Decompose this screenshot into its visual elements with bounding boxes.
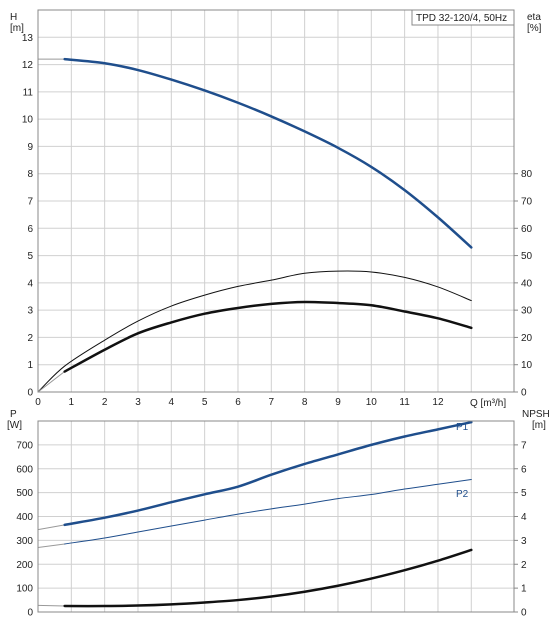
top-chart-ticks: 0 1 2 3 4 5 6 7 8 9 10 11 12012345678910111213010203… <box>22 33 533 408</box>
eta-axis-unit: [%] <box>527 23 542 34</box>
bottom-y-left-tick-200: 200 <box>16 560 33 571</box>
bottom-y-right-tick-0: 0 <box>521 608 527 619</box>
bottom-chart-series <box>37 420 473 608</box>
top-y-right-tick-50: 50 <box>521 251 533 262</box>
top-y-left-tick-11: 11 <box>23 87 34 98</box>
top-y-right-tick-40: 40 <box>521 278 533 289</box>
top-y-right-tick-70: 70 <box>521 197 533 208</box>
top-y-left-tick-4: 4 <box>27 278 33 289</box>
bottom-y-left-tick-0: 0 <box>27 608 33 619</box>
bottom-y-right-tick-2: 2 <box>521 560 527 571</box>
top-x-tick-6: 6 <box>235 397 241 408</box>
npsh-axis-label: NPSH <box>522 409 550 420</box>
head-axis-label: H <box>10 12 17 23</box>
top-y-left-tick-7: 7 <box>27 197 33 208</box>
top-x-tick-1: 1 <box>69 397 75 408</box>
bottom-chart-grid <box>37 421 514 613</box>
series-label-p2: P2 <box>456 489 469 500</box>
top-eta-thick-extension <box>37 371 65 393</box>
top-chart-title-box: TPD 32-120/4, 50Hz <box>411 9 515 26</box>
top-y-right-tick-20: 20 <box>521 333 533 344</box>
power-axis-label: P <box>10 409 17 420</box>
bottom-y-right-tick-7: 7 <box>521 440 527 451</box>
bottom-npsh-curve <box>63 548 473 608</box>
bottom-chart-ticks: 0 100 200 300 400 500 600 700 0 1 2 3 4 5 6 7 <box>16 440 527 618</box>
series-label-p1: P1 <box>456 422 469 433</box>
top-y-left-tick-13: 13 <box>22 33 34 44</box>
top-y-right-tick-80: 80 <box>521 169 533 180</box>
top-y-right-tick-10: 10 <box>521 360 533 371</box>
top-y-left-tick-10: 10 <box>22 115 34 126</box>
top-x-tick-12: 12 <box>432 397 444 408</box>
top-y-right-tick-30: 30 <box>521 306 533 317</box>
top-y-left-tick-8: 8 <box>27 169 33 180</box>
bottom-y-right-tick-3: 3 <box>521 536 527 547</box>
top-chart-series <box>37 57 473 393</box>
top-x-tick-3: 3 <box>135 397 141 408</box>
top-x-tick-8: 8 <box>302 397 308 408</box>
top-chart-grid <box>37 10 514 393</box>
npsh-axis-unit: [m] <box>532 420 546 431</box>
bottom-y-right-tick-5: 5 <box>521 488 527 499</box>
top-head-curve <box>63 57 473 249</box>
chart-title: TPD 32-120/4, 50Hz <box>416 13 507 24</box>
top-x-tick-7: 7 <box>269 397 275 408</box>
top-y-left-tick-0: 0 <box>27 388 33 399</box>
top-y-left-tick-2: 2 <box>27 333 33 344</box>
head-axis-unit: [m] <box>10 23 24 34</box>
top-x-tick-0: 0 <box>35 397 41 408</box>
top-y-right-tick-60: 60 <box>521 224 533 235</box>
bottom-p2-extension <box>37 543 65 549</box>
top-x-tick-2: 2 <box>102 397 108 408</box>
bottom-npsh-extension <box>37 604 65 607</box>
top-y-left-tick-12: 12 <box>22 60 34 71</box>
top-x-tick-5: 5 <box>202 397 208 408</box>
top-x-tick-4: 4 <box>169 397 175 408</box>
top-x-tick-10: 10 <box>366 397 378 408</box>
top-eta-thick-curve <box>63 300 473 373</box>
top-y-right-tick-0: 0 <box>521 388 527 399</box>
bottom-y-left-tick-400: 400 <box>16 512 33 523</box>
top-eta-thin-curve <box>37 270 472 393</box>
flow-axis-label: Q [m³/h] <box>470 398 506 409</box>
bottom-y-right-tick-4: 4 <box>521 512 527 523</box>
bottom-p1-curve <box>63 420 473 527</box>
top-y-left-tick-9: 9 <box>27 142 33 153</box>
power-npsh-chart: 0 100 200 300 400 500 600 700 0 1 2 3 4 5 6 7 P [W] NPS… <box>7 409 550 619</box>
top-y-left-tick-5: 5 <box>27 251 33 262</box>
top-x-tick-9: 9 <box>335 397 341 408</box>
bottom-p1-extension <box>37 524 65 531</box>
bottom-y-right-tick-1: 1 <box>521 584 527 595</box>
bottom-y-left-tick-100: 100 <box>16 584 33 595</box>
bottom-y-right-tick-6: 6 <box>521 464 527 475</box>
head-efficiency-chart: 0 1 2 3 4 5 6 7 8 9 10 11 12012345678910111213010203… <box>10 9 542 409</box>
top-y-left-tick-6: 6 <box>27 224 33 235</box>
eta-axis-label: eta <box>527 12 541 23</box>
power-axis-unit: [W] <box>7 420 22 431</box>
top-x-tick-11: 11 <box>399 397 410 408</box>
bottom-y-left-tick-500: 500 <box>16 488 33 499</box>
top-y-left-tick-3: 3 <box>27 306 33 317</box>
bottom-y-left-tick-700: 700 <box>16 440 33 451</box>
bottom-y-left-tick-600: 600 <box>16 464 33 475</box>
top-y-left-tick-1: 1 <box>27 360 33 371</box>
bottom-p2-curve <box>64 478 472 545</box>
bottom-y-left-tick-300: 300 <box>16 536 33 547</box>
